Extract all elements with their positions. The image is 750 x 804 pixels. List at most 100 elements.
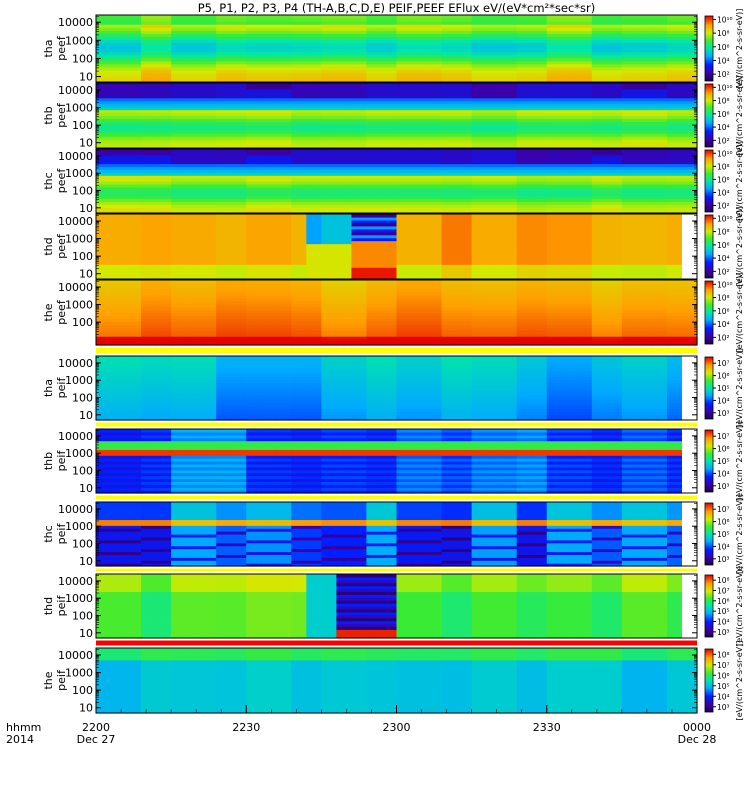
heat-cell bbox=[141, 280, 157, 284]
spectrogram-cells bbox=[96, 280, 698, 346]
colorbar-tick-label: 10¹⁰ bbox=[717, 15, 733, 24]
heat-cell bbox=[412, 15, 428, 19]
heat-cell bbox=[517, 149, 533, 153]
heat-cell bbox=[351, 15, 367, 19]
colorbar-tick-label: 10⁶ bbox=[717, 110, 730, 119]
heat-cell bbox=[246, 280, 262, 284]
heat-cell bbox=[457, 149, 473, 153]
heat-cell bbox=[216, 280, 232, 284]
colorbar-tick-label: 10² bbox=[717, 70, 730, 79]
panel-label-probe: thc bbox=[42, 172, 55, 189]
heat-cell bbox=[502, 280, 518, 284]
y-tick-label: 10 bbox=[79, 268, 93, 281]
heat-cell bbox=[126, 214, 142, 218]
colorbar-tick-label: 10⁶ bbox=[717, 43, 730, 52]
spectrogram-cells bbox=[96, 15, 698, 83]
heat-cell bbox=[592, 280, 608, 284]
y-tick-label: 10000 bbox=[58, 215, 93, 228]
heat-cell bbox=[321, 149, 337, 153]
heat-cell bbox=[291, 149, 307, 153]
heat-cell bbox=[652, 83, 668, 87]
heat-cell bbox=[246, 15, 262, 19]
heat-cell bbox=[652, 15, 668, 19]
heat-cell bbox=[397, 280, 413, 284]
heat-cell bbox=[381, 83, 397, 87]
y-tick-label: 10000 bbox=[58, 281, 93, 294]
heat-cell bbox=[607, 83, 623, 87]
heat-cell bbox=[412, 149, 428, 153]
heat-cell bbox=[336, 149, 352, 153]
heat-cell bbox=[592, 83, 608, 87]
heat-cell bbox=[306, 83, 322, 87]
heat-cell bbox=[487, 149, 503, 153]
y-tick-label: 10 bbox=[79, 137, 93, 150]
panel-label-probe: tha bbox=[42, 39, 55, 57]
heat-cell bbox=[201, 149, 217, 153]
y-tick-label: 100 bbox=[72, 119, 93, 132]
y-tick-label: 1000 bbox=[65, 233, 93, 246]
heat-cell bbox=[351, 280, 367, 284]
heat-cell bbox=[577, 83, 593, 87]
heat-cell bbox=[607, 280, 623, 284]
heat-cell bbox=[216, 83, 232, 87]
heat-cell bbox=[637, 83, 653, 87]
heat-cell bbox=[577, 280, 593, 284]
colorbar-gradient bbox=[705, 16, 713, 81]
heat-cell bbox=[562, 214, 578, 218]
panel-label-product: peef bbox=[55, 299, 68, 325]
heat-cell bbox=[336, 83, 352, 87]
heat-cell bbox=[156, 280, 172, 284]
heat-cell bbox=[306, 214, 322, 218]
heat-cell bbox=[442, 149, 458, 153]
panel-label-probe: thb bbox=[42, 106, 55, 124]
heat-cell bbox=[607, 149, 623, 153]
y-tick-label: 1000 bbox=[65, 102, 93, 115]
heat-cell bbox=[622, 83, 638, 87]
heat-cell bbox=[472, 149, 488, 153]
heat-cell bbox=[667, 83, 683, 87]
colorbar-tick-label: 10⁸ bbox=[717, 228, 730, 237]
heat-cell bbox=[397, 149, 413, 153]
heat-cell bbox=[667, 15, 683, 19]
heat-cell bbox=[201, 83, 217, 87]
y-tick-label: 100 bbox=[72, 184, 93, 197]
panel-label-product: peef bbox=[55, 35, 68, 61]
heat-cell bbox=[111, 214, 127, 218]
heat-cell bbox=[366, 149, 382, 153]
heat-cell bbox=[637, 280, 653, 284]
heat-cell bbox=[487, 15, 503, 19]
heat-cell bbox=[231, 214, 247, 218]
heat-cell bbox=[111, 149, 127, 153]
heat-cell bbox=[412, 280, 428, 284]
heat-cell bbox=[472, 214, 488, 218]
heat-cell bbox=[366, 83, 382, 87]
heat-cell bbox=[156, 214, 172, 218]
heat-cell bbox=[562, 15, 578, 19]
heat-cell bbox=[532, 83, 548, 87]
heat-cell bbox=[141, 356, 157, 360]
heat-cell bbox=[261, 149, 277, 153]
heat-cell bbox=[577, 149, 593, 153]
y-tick-label: 10000 bbox=[58, 150, 93, 163]
y-tick-label: 1000 bbox=[65, 34, 93, 47]
heat-cell bbox=[141, 83, 157, 87]
heat-cell bbox=[457, 280, 473, 284]
heat-cell bbox=[186, 83, 202, 87]
heat-cell bbox=[517, 280, 533, 284]
spectrogram-cells bbox=[96, 149, 698, 214]
heat-cell bbox=[186, 149, 202, 153]
heat-cell bbox=[336, 214, 352, 218]
heat-cell bbox=[171, 356, 187, 360]
heat-cell bbox=[351, 214, 367, 218]
heat-cell bbox=[562, 149, 578, 153]
heat-cell bbox=[547, 83, 563, 87]
heat-cell bbox=[472, 280, 488, 284]
heat-cell bbox=[652, 214, 668, 218]
heat-cell bbox=[276, 15, 292, 19]
y-tick-label: 10 bbox=[79, 71, 93, 84]
heat-cell bbox=[547, 214, 563, 218]
heat-cell bbox=[216, 356, 232, 360]
